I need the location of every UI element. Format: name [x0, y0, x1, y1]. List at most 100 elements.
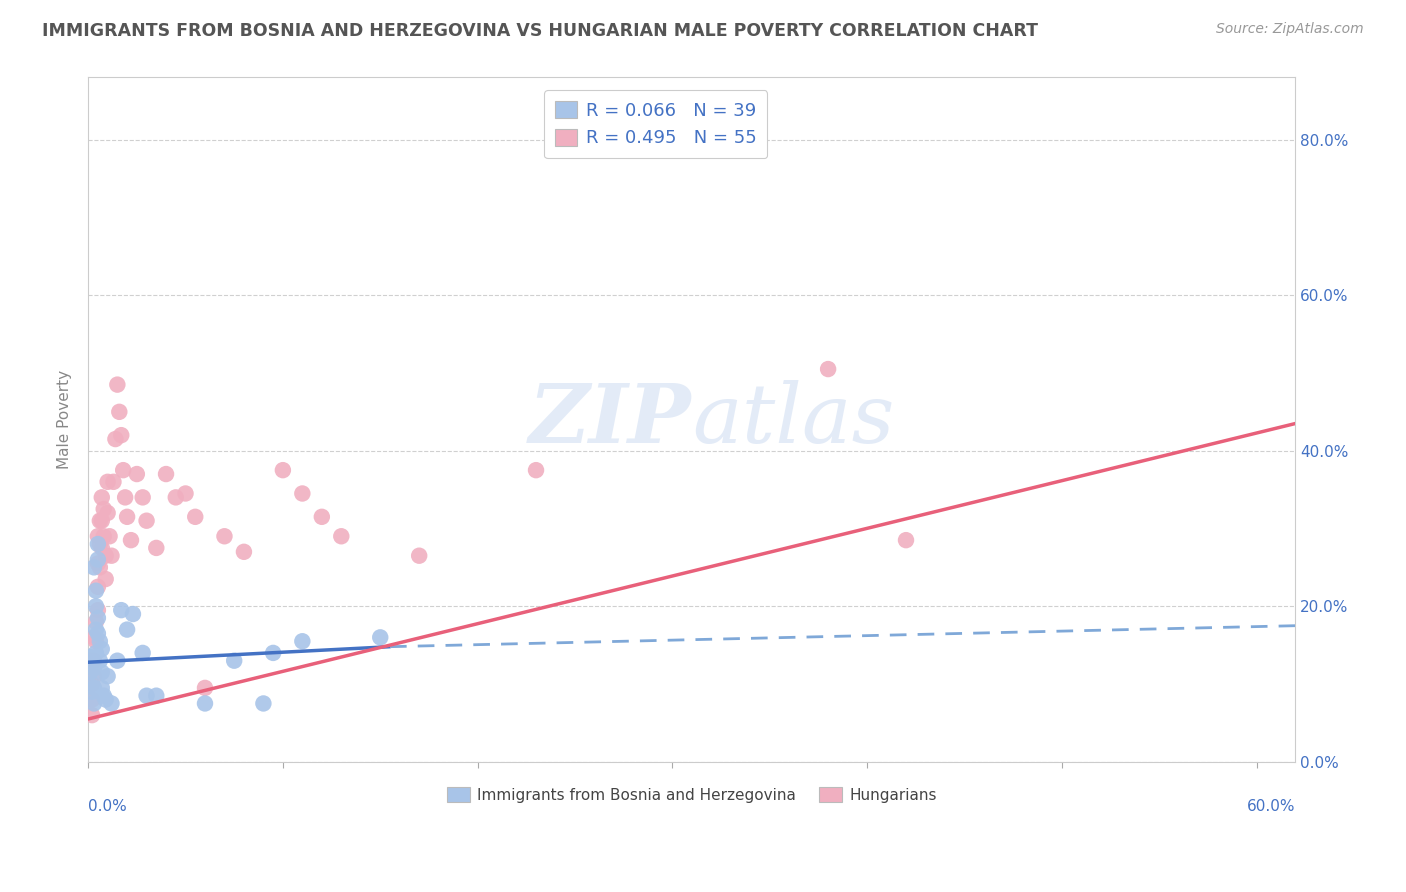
Point: [87, 552, 110, 566]
Point: [120, 533, 142, 548]
Point: [894, 533, 917, 548]
Point: [368, 631, 391, 645]
Point: [97, 475, 120, 489]
Point: [165, 491, 187, 505]
Point: [79, 665, 101, 680]
Y-axis label: Male Poverty: Male Poverty: [58, 370, 72, 469]
Point: [100, 549, 122, 563]
Point: [84, 583, 107, 598]
Point: [105, 654, 128, 668]
Point: [194, 681, 217, 695]
Point: [115, 623, 138, 637]
Point: [83, 661, 105, 675]
Point: [145, 689, 167, 703]
Point: [184, 509, 207, 524]
Point: [83, 697, 105, 711]
Point: [174, 486, 197, 500]
Point: [271, 463, 294, 477]
Point: [93, 502, 115, 516]
Point: [79, 649, 101, 664]
Point: [83, 560, 105, 574]
Point: [90, 681, 112, 695]
Point: [80, 708, 103, 723]
Point: [93, 689, 115, 703]
Point: [87, 603, 110, 617]
Point: [87, 537, 110, 551]
Point: [110, 603, 132, 617]
Point: [97, 506, 120, 520]
Point: [84, 646, 107, 660]
Point: [80, 685, 103, 699]
Point: [84, 634, 107, 648]
Point: [291, 634, 314, 648]
Text: IMMIGRANTS FROM BOSNIA AND HERZEGOVINA VS HUNGARIAN MALE POVERTY CORRELATION CHA: IMMIGRANTS FROM BOSNIA AND HERZEGOVINA V…: [42, 22, 1038, 40]
Point: [232, 545, 254, 559]
Point: [145, 541, 167, 555]
Point: [94, 549, 117, 563]
Point: [108, 405, 131, 419]
Point: [90, 541, 112, 555]
Text: Source: ZipAtlas.com: Source: ZipAtlas.com: [1216, 22, 1364, 37]
Point: [87, 557, 110, 571]
Point: [87, 529, 110, 543]
Point: [90, 665, 112, 680]
Point: [104, 432, 127, 446]
Point: [115, 509, 138, 524]
Point: [131, 491, 153, 505]
Point: [98, 529, 121, 543]
Point: [131, 646, 153, 660]
Point: [105, 377, 128, 392]
Point: [252, 697, 274, 711]
Point: [89, 514, 111, 528]
Point: [83, 681, 105, 695]
Point: [224, 654, 246, 668]
Point: [214, 529, 236, 543]
Point: [90, 642, 112, 657]
Point: [84, 599, 107, 614]
Point: [817, 362, 839, 376]
Text: atlas: atlas: [692, 380, 894, 459]
Point: [155, 467, 177, 481]
Point: [87, 611, 110, 625]
Point: [89, 634, 111, 648]
Point: [89, 560, 111, 574]
Point: [89, 654, 111, 668]
Point: [110, 428, 132, 442]
Point: [125, 467, 148, 481]
Point: [87, 580, 110, 594]
Point: [90, 491, 112, 505]
Point: [79, 654, 101, 668]
Point: [524, 463, 547, 477]
Point: [87, 626, 110, 640]
Point: [89, 537, 111, 551]
Point: [93, 529, 115, 543]
Point: [114, 491, 136, 505]
Text: 60.0%: 60.0%: [1247, 799, 1295, 814]
Point: [112, 463, 135, 477]
Point: [80, 677, 103, 691]
Point: [80, 654, 103, 668]
Point: [262, 646, 284, 660]
Point: [94, 572, 117, 586]
Point: [83, 669, 105, 683]
Point: [194, 697, 217, 711]
Point: [84, 615, 107, 629]
Point: [94, 692, 117, 706]
Legend: Immigrants from Bosnia and Herzegovina, Hungarians: Immigrants from Bosnia and Herzegovina, …: [440, 781, 943, 809]
Point: [97, 669, 120, 683]
Point: [135, 514, 157, 528]
Point: [135, 689, 157, 703]
Point: [122, 607, 145, 621]
Point: [408, 549, 430, 563]
Point: [311, 509, 333, 524]
Point: [291, 486, 314, 500]
Point: [330, 529, 353, 543]
Point: [80, 692, 103, 706]
Text: 0.0%: 0.0%: [89, 799, 127, 814]
Text: ZIP: ZIP: [529, 380, 692, 459]
Point: [84, 623, 107, 637]
Point: [100, 697, 122, 711]
Point: [90, 514, 112, 528]
Point: [83, 631, 105, 645]
Point: [83, 654, 105, 668]
